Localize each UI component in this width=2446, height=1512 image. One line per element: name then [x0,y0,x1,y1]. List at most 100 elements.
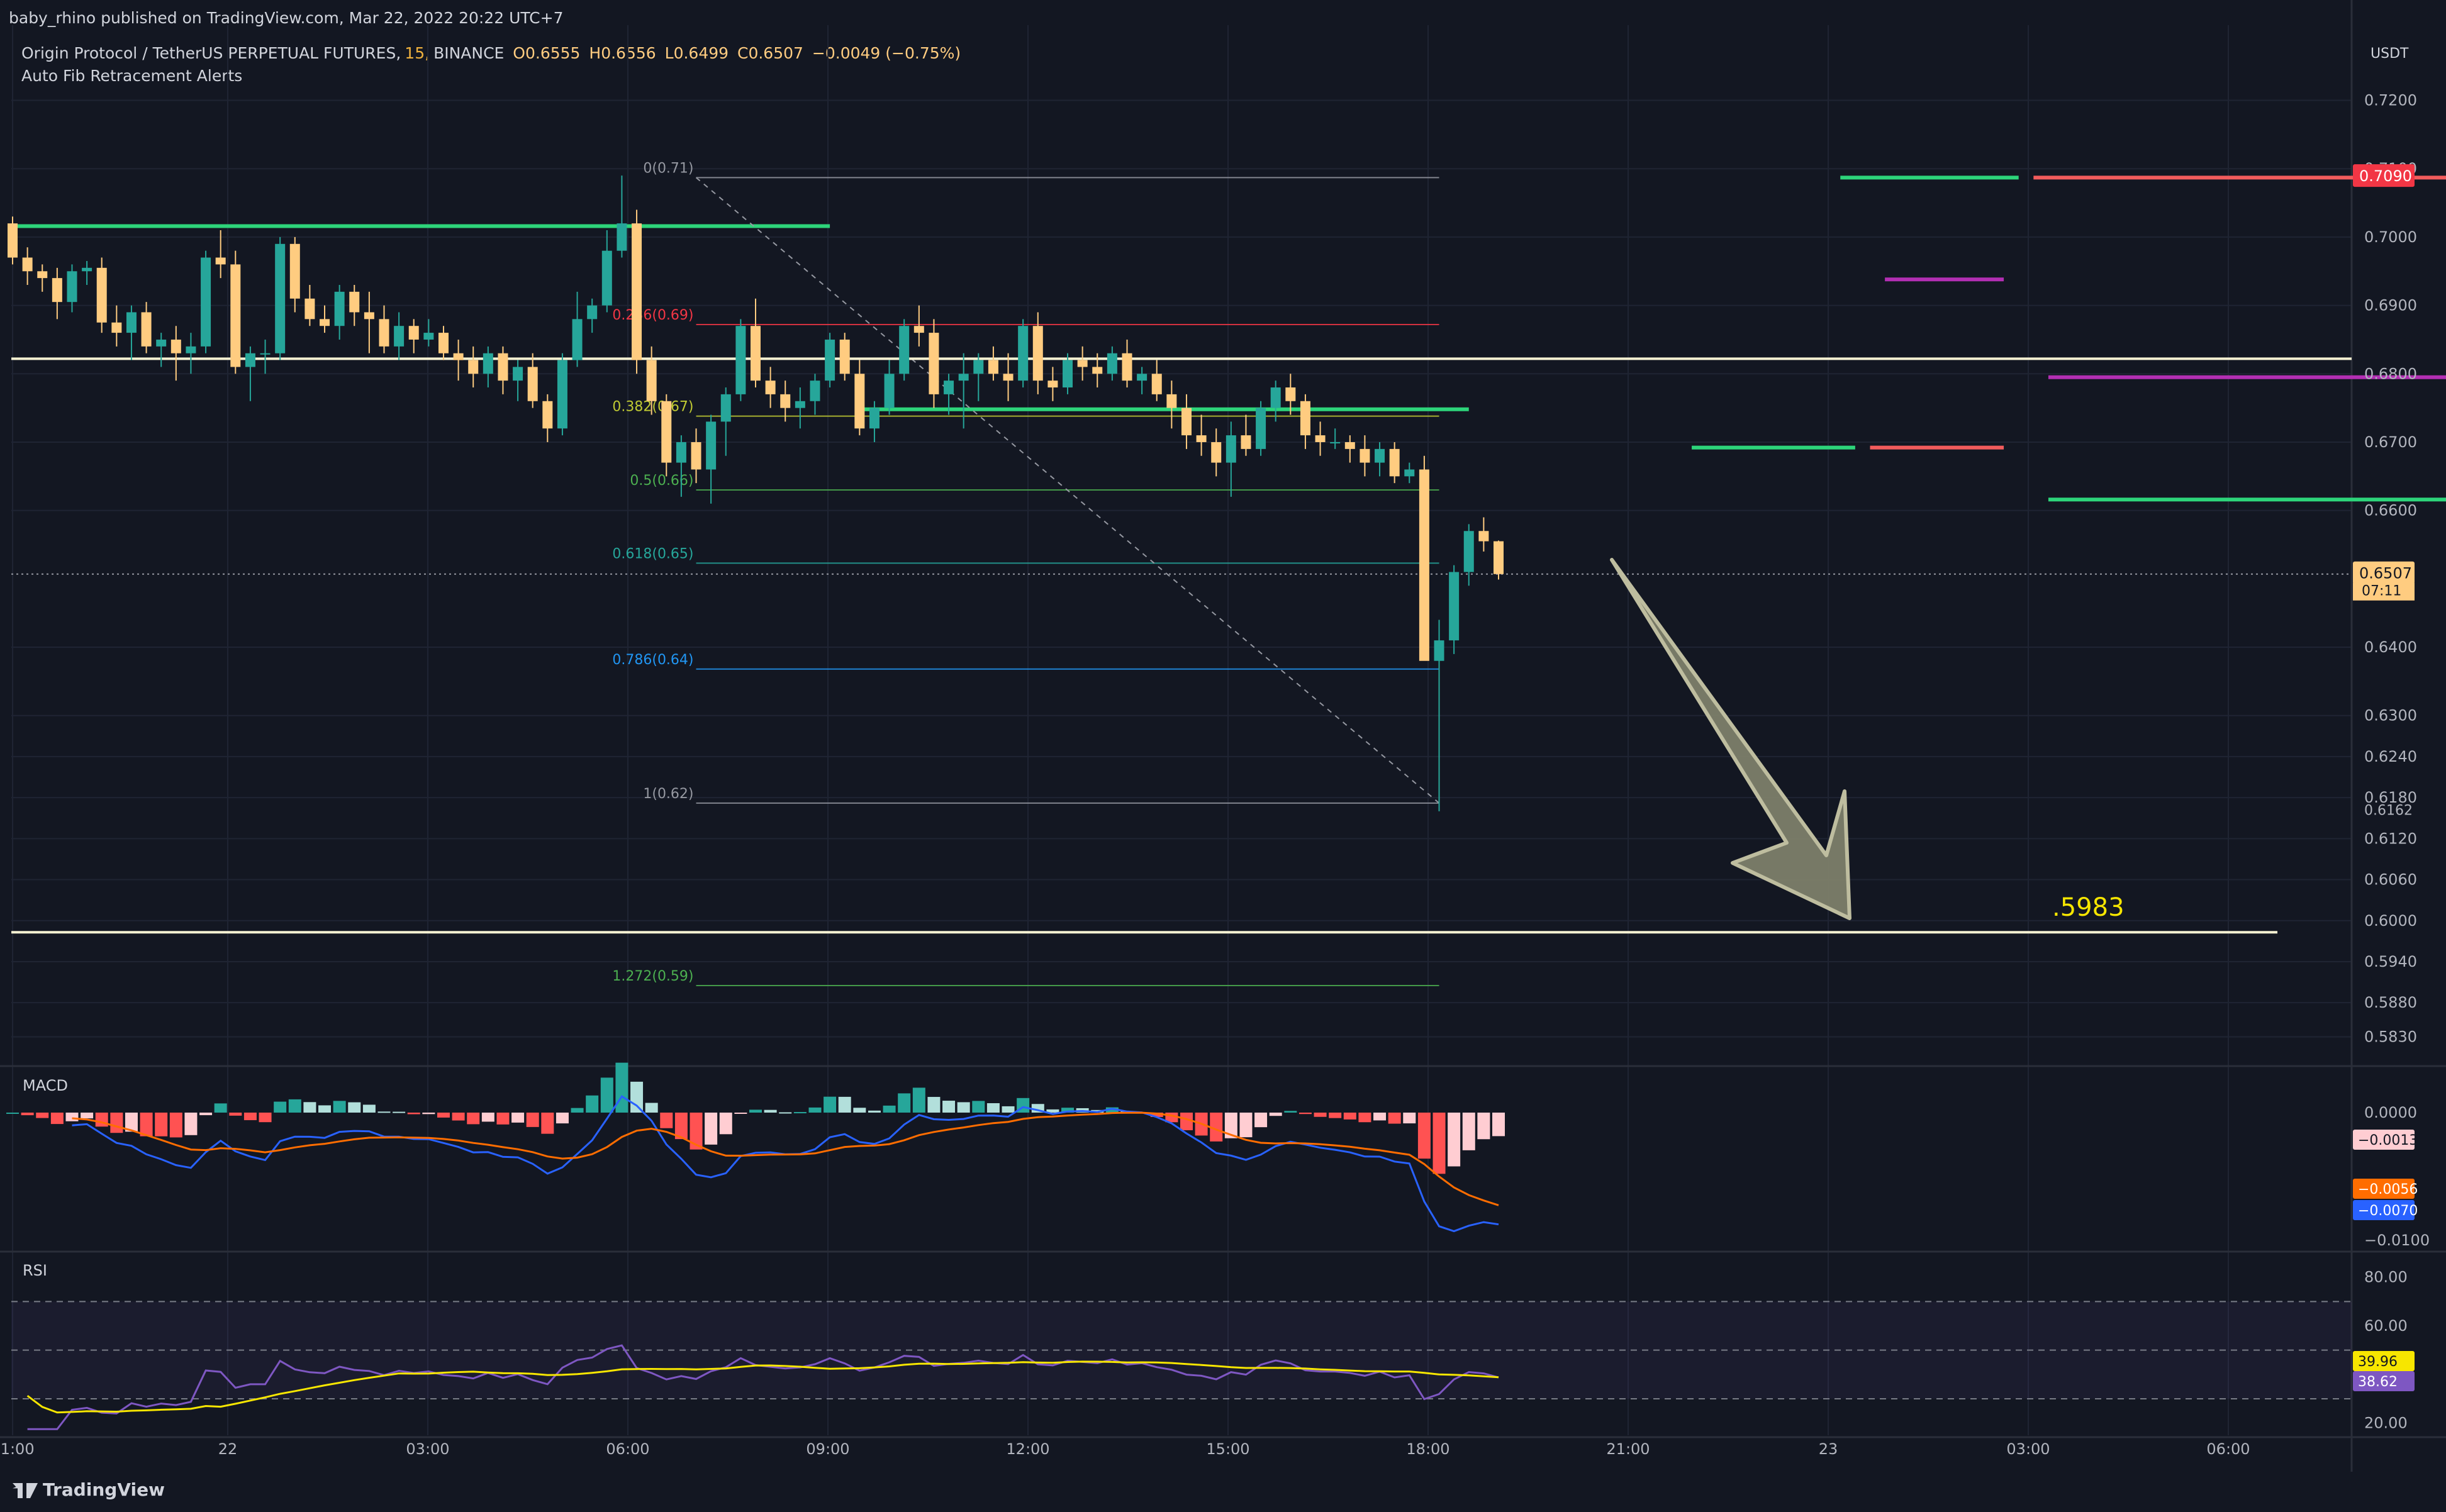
macd-histogram-bar [660,1112,673,1128]
candle-body [854,374,865,429]
open-value: O0.6555 [513,44,581,62]
last-price-tag-bg [2353,561,2415,584]
macd-histogram-bar [377,1111,391,1113]
macd-histogram-bar [81,1112,94,1119]
macd-histogram-bar [6,1112,19,1114]
macd-histogram-bar [927,1097,941,1113]
candle-body [958,374,969,381]
price-axis-tick: 0.7200 [2364,92,2417,109]
candle-body [82,267,92,272]
macd-histogram-bar [21,1112,34,1116]
tv-icon [13,1483,38,1498]
macd-histogram-bar [912,1087,925,1113]
candle-body [1285,387,1296,401]
price-axis-tick: 0.6000 [2364,912,2417,930]
price-axis-tick: 0.6700 [2364,433,2417,451]
macd-signal-line [72,1111,1499,1206]
macd-value-tag: −0.0070 [2358,1203,2418,1219]
macd-histogram-bar [348,1102,361,1113]
rsi-axis-tick: 80.00 [2364,1269,2408,1286]
macd-histogram-bar [556,1112,569,1124]
macd-histogram-bar [65,1112,79,1121]
candle-body [483,353,493,374]
macd-histogram-bar [1002,1106,1015,1113]
fib-level-label: 0.786(0.64) [612,652,693,668]
time-axis-tick: 06:00 [606,1440,649,1458]
macd-signal-tag-bg [2353,1179,2415,1199]
candle-body [275,243,286,353]
target-price-label: .5983 [2052,893,2125,922]
candle-body [96,267,107,323]
macd-histogram-bar [452,1112,465,1121]
macd-histogram-bar [1284,1111,1297,1113]
indicator-legend[interactable]: Auto Fib Retracement Alerts [21,67,243,85]
candle-body [735,326,746,394]
macd-histogram-bar [1329,1112,1342,1118]
rsi-value-tag-bg [2353,1371,2415,1391]
macd-histogram-bar [125,1112,138,1132]
candle-body [22,257,33,272]
candle-body [1003,374,1014,381]
price-axis-tick: 0.6400 [2364,638,2417,656]
tradingview-logo[interactable]: TradingView [13,1479,165,1500]
candle-body [587,305,598,320]
candle-body [453,353,464,360]
symbol-name[interactable]: Origin Protocol / TetherUS PERPETUAL FUT… [21,44,401,62]
macd-title: MACD [23,1077,68,1094]
macd-histogram-bar [957,1102,970,1113]
candle-body [230,264,241,367]
candle-body [394,326,405,347]
candle-body [1211,442,1222,463]
time-axis-tick: 23 [1819,1440,1838,1458]
candle-body [513,367,523,381]
fib-top-price-tag-bg [2353,164,2415,187]
macd-histogram-bar [615,1062,628,1113]
candle-body [408,326,419,340]
macd-histogram-bar [169,1112,182,1138]
candle-body [8,223,18,258]
close-value: C0.6507 [737,44,803,62]
candle-body [1077,360,1088,367]
time-axis-tick: 21:00 [0,1440,35,1458]
candle-body [111,322,122,333]
rsi-ma-tag-bg [2353,1351,2415,1371]
macd-histogram-bar [1417,1112,1431,1159]
candle-body [751,326,761,381]
candle-body [1300,401,1310,436]
time-axis-tick: 12:00 [1006,1440,1049,1458]
candle-body [1375,448,1385,463]
fib-level-label: 0.618(0.65) [612,546,693,562]
macd-histogram-bar [764,1109,777,1113]
candle-body [364,312,374,320]
candle-body [215,257,226,265]
candle-body [527,367,538,401]
candle-body [1449,572,1460,641]
interval-label[interactable]: 15, [405,44,430,62]
candle-body [126,312,137,333]
candle-body [1137,374,1148,381]
macd-histogram-bar [719,1112,732,1135]
macd-histogram-bar [274,1101,287,1113]
high-value: H0.6556 [589,44,656,62]
macd-histogram-bar [1150,1112,1163,1117]
macd-histogram-bar [184,1112,198,1135]
fib-top-price-tag: 0.7090 [2359,167,2412,185]
macd-histogram-bar [1477,1112,1490,1140]
candle-body [1181,408,1192,436]
rsi-title: RSI [23,1262,47,1279]
fib-level-label: 0(0.71) [643,160,693,176]
candle-body [973,360,984,374]
candle-body [1063,360,1073,388]
candle-body [260,353,271,355]
fib-level-label: 0.382(0.67) [612,399,693,415]
candle-body [1360,448,1370,463]
currency-label: USDT [2371,46,2409,62]
candle-body [1419,469,1429,661]
macd-histogram-bar [883,1105,896,1113]
candle-body [1092,367,1103,374]
candle-body [825,339,835,381]
candle-body [320,319,330,326]
grid-lines [11,25,2352,1435]
